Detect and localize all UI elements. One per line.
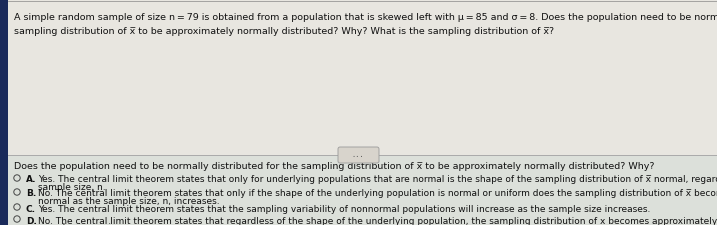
Bar	[8, 0, 717, 155]
Text: sample size, n.: sample size, n.	[38, 182, 105, 191]
Bar	[0, 0, 8, 225]
Text: No. The central limit theorem states that regardless of the shape of the underly: No. The central limit theorem states tha…	[38, 216, 717, 225]
Text: C.: C.	[26, 205, 36, 214]
Text: D.: D.	[26, 216, 37, 225]
Text: Yes. The central limit theorem states that only for underlying populations that : Yes. The central limit theorem states th…	[38, 176, 717, 184]
Text: No. The central limit theorem states that only if the shape of the underlying po: No. The central limit theorem states tha…	[38, 189, 717, 198]
Text: B.: B.	[26, 189, 37, 198]
Text: Yes. The central limit theorem states that the sampling variability of nonnormal: Yes. The central limit theorem states th…	[38, 205, 650, 214]
Text: sample size, n, increases.: sample size, n, increases.	[38, 223, 154, 225]
Text: Does the population need to be normally distributed for the sampling distributio: Does the population need to be normally …	[14, 162, 655, 171]
Text: sampling distribution of x̅ to be approximately normally distributed? Why? What : sampling distribution of x̅ to be approx…	[14, 27, 554, 36]
Text: A simple random sample of size n = 79 is obtained from a population that is skew: A simple random sample of size n = 79 is…	[14, 13, 717, 22]
Text: A.: A.	[26, 176, 37, 184]
FancyBboxPatch shape	[338, 147, 379, 163]
Bar	[8, 155, 717, 225]
Text: ...: ...	[351, 152, 364, 158]
Text: normal as the sample size, n, increases.: normal as the sample size, n, increases.	[38, 196, 219, 205]
